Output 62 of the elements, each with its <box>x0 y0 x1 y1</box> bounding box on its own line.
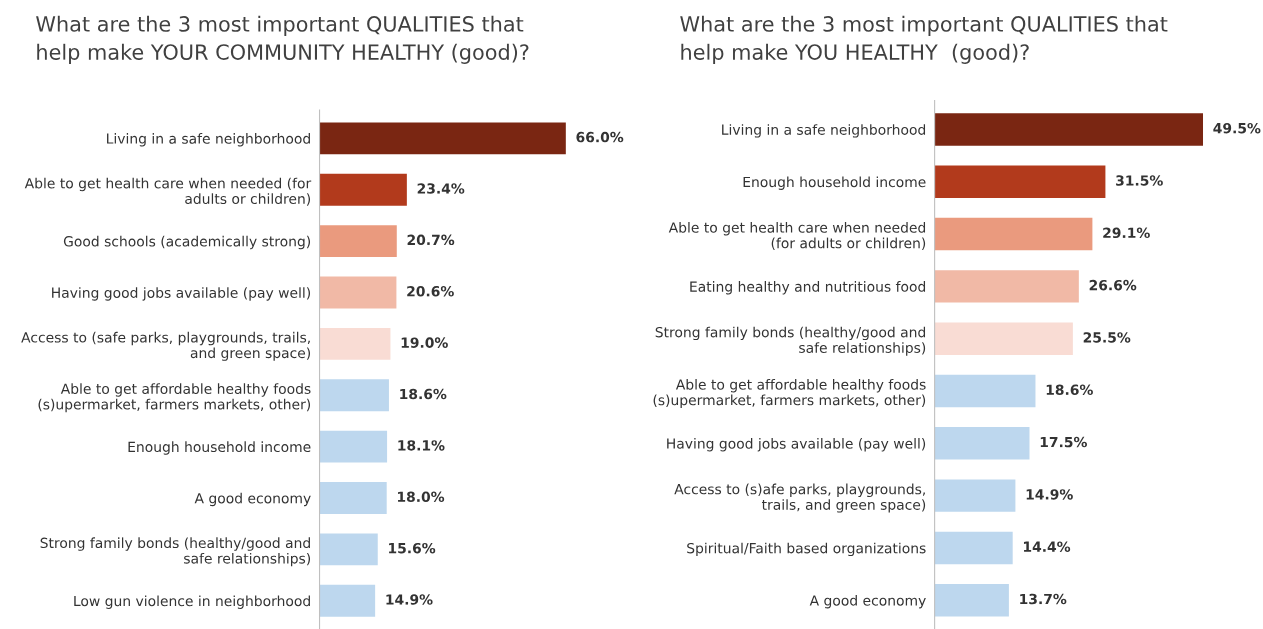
y-tick-label: Living in a safe neighborhood <box>107 133 310 147</box>
bar <box>934 584 1009 617</box>
y-tick-label: Having good jobs available (pay well) <box>667 438 926 452</box>
data-label: 26.6% <box>1089 279 1137 291</box>
y-tick-label: Able to get affordable healthy foods (s)upermarket, farmers markets, other) <box>38 383 311 413</box>
y-tick-label: Living in a safe neighborhood <box>722 124 926 138</box>
data-label: 18.6% <box>400 388 447 400</box>
data-label: 49.5% <box>1213 122 1261 134</box>
data-label: 31.5% <box>1116 175 1163 186</box>
y-tick-label: Low gun violence in neighborhood <box>74 595 310 609</box>
y-tick-label: A good economy <box>809 594 926 609</box>
data-label: 20.6% <box>407 285 454 297</box>
bar <box>934 270 1079 303</box>
data-label: 23.4% <box>417 183 465 194</box>
chart-title: What are the 3 most important QUALITIES that help make YOUR COMMUNITY HEALTHY (good)? <box>36 15 529 64</box>
bar <box>934 427 1030 460</box>
y-tick-label: Access to (s)afe parks, playgrounds, trails, and green space) <box>674 483 926 513</box>
y-tick-label: Spiritual/Faith based organizations <box>687 542 926 557</box>
chart-title: What are the 3 most important QUALITIES that help make YOU HEALTHY (good)? <box>680 15 1168 64</box>
y-tick-label: A good economy <box>194 492 311 507</box>
data-label: 17.5% <box>1040 436 1087 448</box>
y-tick-label: Good schools (academically strong) <box>63 235 311 250</box>
y-tick-label: Access to (safe parks, playgrounds, trails, and green space) <box>21 331 311 361</box>
bar <box>319 276 397 309</box>
bar <box>934 217 1093 251</box>
bar <box>319 225 397 258</box>
data-label: 19.0% <box>401 337 448 348</box>
bar <box>934 374 1036 408</box>
data-label: 20.7% <box>407 234 455 246</box>
y-tick-label: Strong family bonds (healthy/good and safe relationships) <box>40 537 311 567</box>
y-tick-label: Strong family bonds (healthy/good and safe relationships) <box>655 326 926 356</box>
y-tick-label: Able to get health care when needed (for adults or children) <box>668 222 926 250</box>
bar <box>934 165 1106 198</box>
bar <box>934 479 1016 512</box>
bar <box>934 113 1204 146</box>
bar <box>319 327 391 360</box>
bar <box>319 379 389 412</box>
bar <box>319 430 388 463</box>
bar <box>319 482 387 514</box>
data-label: 66.0% <box>576 131 624 143</box>
data-label: 18.6% <box>1046 384 1093 396</box>
bar <box>319 584 376 617</box>
data-label: 29.1% <box>1103 227 1150 239</box>
bar <box>934 322 1073 355</box>
y-tick-label: Able to get health care when needed (for adults or children) <box>24 177 312 206</box>
data-label: 15.6% <box>389 542 436 554</box>
bar <box>319 533 378 566</box>
y-tick-label: Able to get affordable healthy foods (s)upermarket, farmers markets, other) <box>653 378 926 408</box>
bar <box>319 173 407 206</box>
y-tick-label: Eating healthy and nutritious food <box>690 281 926 295</box>
data-label: 14.9% <box>386 594 433 605</box>
data-label: 13.7% <box>1020 593 1067 605</box>
bar <box>934 531 1013 565</box>
y-tick-label: Enough household income <box>743 176 926 190</box>
data-label: 14.9% <box>1026 489 1073 500</box>
y-tick-label: Having good jobs available (pay well) <box>52 287 310 301</box>
data-label: 14.4% <box>1023 541 1071 552</box>
data-label: 25.5% <box>1083 332 1131 343</box>
data-label: 18.1% <box>398 440 445 451</box>
y-tick-label: Enough household income <box>128 441 311 455</box>
data-label: 18.0% <box>398 491 445 503</box>
bar <box>319 122 566 155</box>
